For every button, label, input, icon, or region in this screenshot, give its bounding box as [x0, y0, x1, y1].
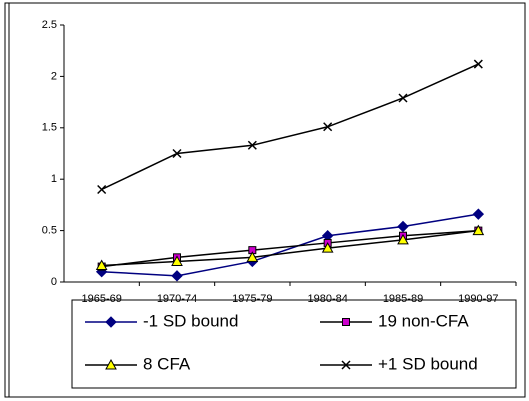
data-point: [247, 140, 257, 150]
data-point: [95, 259, 108, 271]
series-line: [101, 63, 479, 191]
legend-marker: [105, 316, 117, 328]
x-tick-label: 1965-69: [81, 293, 121, 305]
data-point: [323, 122, 333, 132]
y-tick-label: 0: [51, 276, 57, 288]
legend-marker: [341, 360, 351, 370]
series-line: [101, 229, 479, 267]
data-point: [398, 93, 408, 103]
legend-label: 19 non-CFA: [378, 311, 469, 330]
data-point: [171, 270, 183, 282]
data-point: [397, 233, 409, 245]
y-tick-label: 2.5: [42, 19, 57, 31]
legend-label: -1 SD bound: [143, 311, 238, 330]
legend-box: [71, 299, 517, 389]
x-tick-label: 1970-74: [157, 293, 197, 305]
data-point: [397, 220, 409, 233]
data-point: [473, 59, 483, 69]
x-tick-label: 1980-84: [307, 293, 347, 305]
x-tick-label: 1990-97: [458, 293, 498, 305]
y-tick-label: 2: [51, 70, 57, 82]
y-tick-label: 0.5: [42, 225, 57, 237]
legend-label: 8 CFA: [143, 354, 191, 373]
x-tick-label: 1985-89: [383, 293, 423, 305]
series-line: [101, 213, 479, 277]
data-point: [172, 148, 182, 159]
legend-label: +1 SD bound: [378, 354, 478, 373]
data-point: [472, 224, 485, 236]
legend-marker: [342, 318, 350, 326]
data-point: [246, 251, 259, 262]
data-point: [321, 242, 334, 253]
legend-marker: [105, 358, 117, 370]
series-line: [101, 229, 479, 268]
y-tick-label: 1.5: [42, 122, 57, 134]
y-tick-label: 1: [51, 173, 57, 185]
data-point: [97, 184, 107, 195]
x-tick-label: 1975-79: [232, 293, 272, 305]
data-point: [472, 208, 485, 220]
data-point: [171, 255, 183, 266]
